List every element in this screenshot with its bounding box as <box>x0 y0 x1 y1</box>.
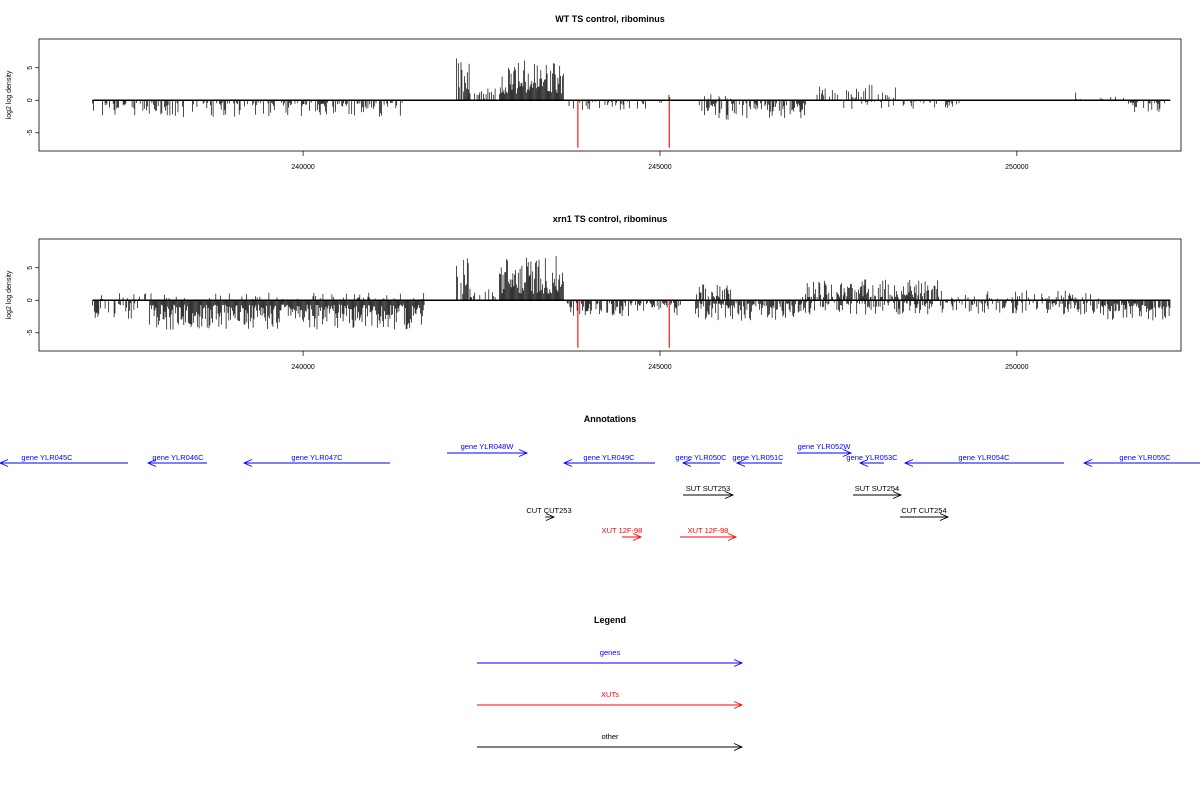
density-bars <box>92 58 1165 148</box>
annotation-arrow <box>146 459 207 467</box>
density-bars <box>92 256 1171 348</box>
annotation-label: gene YLR047C <box>291 453 343 462</box>
panel-title: WT TS control, ribominus <box>555 14 665 24</box>
plot-frame <box>38 38 1182 152</box>
wt-density-panel: WT TS control, ribominus -5 0 5 240000 2450… <box>6 14 1182 171</box>
annotation-arrow <box>735 459 782 467</box>
y-tick-label: -5 <box>27 130 34 136</box>
y-tick-label: 5 <box>27 266 34 270</box>
annotation-label: SUT SUT254 <box>855 484 899 493</box>
panel-title: xrn1 TS control, ribominus <box>553 214 668 224</box>
y-tick-label: 5 <box>27 66 34 70</box>
annotation-label: XUT 12F-98 <box>602 526 643 535</box>
annotation-arrow <box>242 459 390 467</box>
annotation-features: gene YLR045C gene YLR046C gene YLR047C gene… <box>0 442 1200 541</box>
annotation-label: gene YLR050C <box>675 453 727 462</box>
annotation-label: gene YLR051C <box>732 453 784 462</box>
annotation-arrow <box>683 491 735 499</box>
x-tick-label: 240000 <box>291 364 314 371</box>
annotation-label: CUT CUT254 <box>901 506 946 515</box>
x-tick-label: 250000 <box>1005 164 1028 171</box>
annotation-arrow <box>0 459 128 467</box>
legend: Legend genes XUTs other <box>477 615 744 751</box>
y-axis: -5 0 5 <box>27 66 39 136</box>
y-axis: -5 0 5 <box>27 266 39 336</box>
annotation-label: gene YLR055C <box>1119 453 1171 462</box>
xrn1-density-panel: xrn1 TS control, ribominus -505 240000 24… <box>6 214 1182 371</box>
annotation-label: CUT CUT253 <box>526 506 571 515</box>
legend-label: XUTs <box>601 690 619 699</box>
x-tick-label: 250000 <box>1005 364 1028 371</box>
legend-title: Legend <box>594 615 626 625</box>
annotation-arrow <box>797 449 853 457</box>
annotation-arrow <box>903 459 1064 467</box>
y-axis-label: log2 log density <box>6 270 13 319</box>
y-tick-label: -5 <box>27 330 34 336</box>
annotation-arrow <box>562 459 655 467</box>
y-tick-label: 0 <box>27 98 34 102</box>
annotation-label: gene YLR053C <box>846 453 898 462</box>
legend-arrow <box>477 701 744 709</box>
annotation-arrow <box>853 491 903 499</box>
legend-label: genes <box>600 648 621 657</box>
annotation-title: Annotations <box>584 414 637 424</box>
x-tick-label: 240000 <box>291 164 314 171</box>
x-tick-label: 245000 <box>648 364 671 371</box>
legend-items: genes XUTs other <box>477 648 744 751</box>
annotation-track: Annotations gene YLR045C gene YLR046C gene… <box>0 414 1200 541</box>
legend-label: other <box>601 732 619 741</box>
x-axis: 240000 245000 250000 <box>291 351 1029 371</box>
legend-arrow <box>477 659 744 667</box>
annotation-arrow <box>858 459 884 467</box>
annotation-arrow <box>1082 459 1200 467</box>
annotation-label: gene YLR045C <box>21 453 73 462</box>
annotation-arrow <box>680 533 738 541</box>
annotation-label: gene YLR049C <box>583 453 635 462</box>
annotation-arrow <box>622 533 643 541</box>
annotation-label: SUT SUT253 <box>686 484 730 493</box>
annotation-label: gene YLR046C <box>152 453 204 462</box>
y-tick-label: 0 <box>27 298 34 302</box>
x-tick-label: 245000 <box>648 164 671 171</box>
annotation-label: gene YLR052W <box>798 442 852 451</box>
plot-frame <box>38 238 1182 352</box>
y-axis-label: log2 log density <box>6 70 13 119</box>
x-axis: 240000 245000 250000 <box>291 151 1029 171</box>
annotation-label: gene YLR048W <box>461 442 515 451</box>
annotation-arrow <box>447 449 529 457</box>
annotation-label: XUT 12F-98 <box>688 526 729 535</box>
annotation-label: gene YLR054C <box>958 453 1010 462</box>
annotation-arrow <box>545 513 556 521</box>
annotation-arrow <box>681 459 720 467</box>
annotation-arrow <box>900 513 950 521</box>
legend-arrow <box>477 743 744 751</box>
